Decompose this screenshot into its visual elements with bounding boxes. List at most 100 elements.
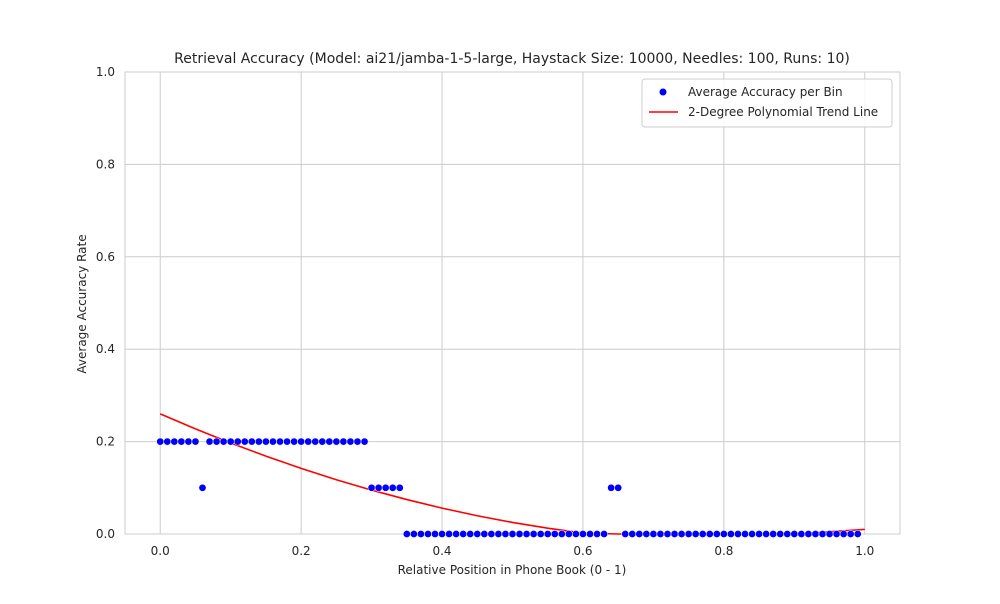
scatter-point	[177, 437, 186, 446]
x-tick-label: 0.8	[714, 544, 733, 558]
scatter-point	[649, 530, 658, 538]
scatter-point	[677, 530, 686, 538]
scatter-point	[762, 530, 770, 538]
scatter-point	[367, 483, 376, 492]
legend-label-scatter: Average Accuracy per Bin	[688, 85, 843, 99]
scatter-point	[684, 530, 693, 538]
y-tick-label: 0.0	[96, 527, 115, 541]
scatter-point	[156, 437, 165, 446]
scatter-point	[417, 530, 425, 538]
scatter-point	[304, 437, 313, 446]
scatter-point	[346, 437, 355, 446]
scatter-point	[480, 530, 489, 538]
scatter-point	[621, 530, 630, 538]
scatter-point	[776, 530, 785, 538]
scatter-point	[395, 483, 404, 492]
scatter-point	[424, 530, 432, 538]
scatter-point	[212, 437, 221, 446]
scatter-point	[839, 530, 848, 538]
scatter-point	[804, 530, 813, 538]
scatter-point	[473, 530, 482, 538]
scatter-point	[219, 437, 228, 446]
scatter-point-layer	[156, 437, 862, 538]
scatter-point	[628, 530, 637, 538]
scatter-point	[402, 530, 411, 538]
scatter-point	[600, 530, 608, 538]
x-tick-label: 0.6	[573, 544, 592, 558]
scatter-point	[226, 437, 235, 446]
scatter-point	[522, 530, 531, 538]
scatter-point	[311, 437, 320, 446]
x-tick-label: 0.2	[292, 544, 311, 558]
scatter-point	[663, 530, 672, 538]
x-axis-label: Relative Position in Phone Book (0 - 1)	[398, 563, 627, 577]
y-axis-ticks: 0.0 0.2 0.4 0.6 0.8 1.0	[96, 65, 115, 541]
scatter-point	[283, 437, 291, 446]
scatter-point	[360, 437, 369, 446]
scatter-point	[642, 530, 651, 538]
scatter-point	[184, 437, 193, 446]
scatter-point	[290, 437, 298, 446]
scatter-point	[170, 437, 179, 446]
x-axis-ticks: 0.0 0.2 0.4 0.6 0.8 1.0	[151, 544, 875, 558]
scatter-point	[579, 530, 587, 538]
scatter-point	[783, 530, 792, 538]
scatter-point	[769, 530, 778, 538]
scatter-point	[734, 530, 742, 538]
scatter-point	[818, 530, 827, 538]
scatter-point	[670, 530, 679, 538]
scatter-point	[318, 437, 327, 446]
scatter-point	[797, 530, 806, 538]
scatter-point	[853, 530, 862, 538]
scatter-point	[191, 437, 200, 446]
scatter-point	[240, 437, 249, 446]
scatter-point	[572, 530, 580, 538]
scatter-point	[466, 530, 475, 538]
scatter-point	[811, 530, 820, 538]
chart-title: Retrieval Accuracy (Model: ai21/jamba-1-…	[174, 51, 850, 67]
plot-background	[125, 72, 900, 534]
scatter-point	[205, 437, 214, 446]
scatter-point	[247, 437, 256, 446]
scatter-point	[198, 483, 207, 492]
scatter-point	[705, 530, 714, 538]
scatter-point	[515, 530, 524, 538]
scatter-point	[233, 437, 242, 446]
y-tick-label: 1.0	[96, 65, 115, 79]
scatter-point	[586, 530, 594, 538]
scatter-point	[635, 530, 644, 538]
scatter-point	[452, 530, 460, 538]
scatter-point	[529, 530, 538, 538]
scatter-point	[593, 530, 601, 538]
y-tick-label: 0.2	[96, 435, 115, 449]
scatter-point	[269, 437, 277, 446]
scatter-point	[712, 530, 721, 538]
scatter-point	[325, 437, 334, 446]
legend-label-line: 2-Degree Polynomial Trend Line	[688, 105, 878, 119]
scatter-point	[276, 437, 284, 446]
scatter-point	[445, 530, 453, 538]
scatter-point	[353, 437, 362, 446]
scatter-point	[656, 530, 665, 538]
scatter-point	[332, 437, 341, 446]
scatter-point	[494, 530, 503, 538]
scatter-point	[698, 530, 707, 538]
scatter-point	[501, 530, 510, 538]
scatter-point	[691, 530, 700, 538]
scatter-point	[487, 530, 496, 538]
scatter-point	[741, 530, 749, 538]
scatter-point	[381, 483, 390, 492]
scatter-point	[755, 530, 763, 538]
scatter-point	[388, 483, 397, 492]
scatter-point	[297, 437, 305, 446]
scatter-point	[339, 437, 348, 446]
scatter-point	[825, 530, 834, 538]
scatter-point	[262, 437, 270, 446]
scatter-point	[431, 530, 439, 538]
scatter-point	[459, 530, 468, 538]
scatter-point	[727, 530, 735, 538]
scatter-point	[790, 530, 799, 538]
x-tick-label: 1.0	[855, 544, 874, 558]
y-tick-label: 0.8	[96, 157, 115, 171]
